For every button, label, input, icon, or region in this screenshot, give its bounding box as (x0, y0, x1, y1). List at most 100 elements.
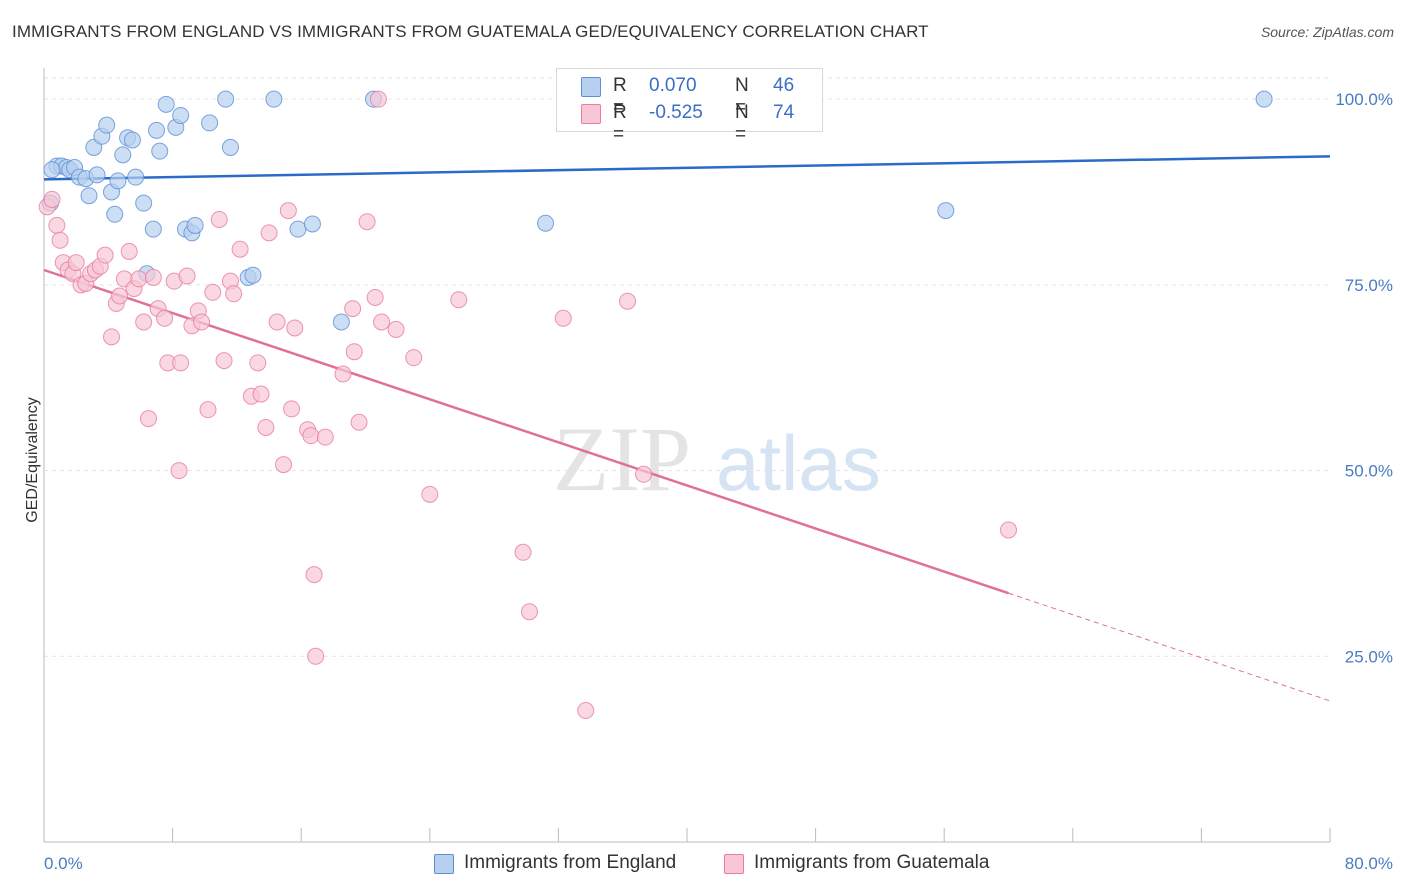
point-england-35 (244, 266, 262, 284)
point-guatemala-72 (635, 465, 653, 483)
point-england-22 (144, 220, 162, 238)
point-guatemala-49 (283, 400, 301, 418)
point-guatemala-42 (249, 354, 267, 372)
point-guatemala-70 (577, 702, 595, 720)
trend-line-england (43, 155, 1331, 181)
legend-n-label: N = (735, 102, 749, 145)
point-guatemala-37 (215, 352, 233, 370)
legend-n-label: N = (735, 75, 749, 118)
point-england-39 (332, 313, 350, 331)
point-guatemala-55 (316, 428, 334, 446)
point-england-25 (157, 95, 175, 113)
point-guatemala-63 (387, 320, 405, 338)
point-guatemala-73 (1000, 521, 1017, 539)
point-guatemala-65 (421, 485, 439, 503)
point-guatemala-67 (514, 543, 532, 561)
point-guatemala-36 (210, 210, 228, 228)
chart-source: Source: ZipAtlas.com (1260, 24, 1394, 40)
point-guatemala-68 (520, 603, 538, 621)
point-england-45 (43, 161, 61, 179)
y-tick-label-25: 25.0% (1345, 647, 1393, 666)
gridlines (44, 77, 1330, 657)
point-guatemala-1 (43, 190, 61, 208)
point-england-24 (151, 142, 169, 160)
point-guatemala-62 (373, 313, 391, 331)
point-guatemala-28 (172, 354, 190, 372)
point-guatemala-69 (554, 309, 572, 327)
point-england-30 (186, 216, 204, 234)
watermark-atlas: atlas (716, 419, 881, 507)
data-points (38, 90, 1273, 720)
point-guatemala-45 (260, 224, 278, 242)
point-england-15 (109, 172, 127, 190)
point-guatemala-57 (344, 300, 362, 318)
point-guatemala-29 (170, 462, 188, 480)
point-guatemala-23 (144, 268, 162, 286)
point-guatemala-43 (252, 385, 270, 403)
y-axis-label: GED/Equivalency (24, 397, 41, 522)
bottom-legend-swatch-england (434, 854, 454, 874)
point-england-20 (135, 194, 153, 212)
point-guatemala-21 (135, 313, 153, 331)
point-guatemala-25 (156, 309, 174, 327)
point-england-16 (114, 146, 132, 164)
point-guatemala-18 (120, 242, 138, 260)
point-england-32 (217, 90, 235, 108)
chart-title: IMMIGRANTS FROM ENGLAND VS IMMIGRANTS FR… (12, 22, 929, 41)
point-england-41 (537, 214, 555, 232)
point-england-38 (303, 215, 321, 233)
point-guatemala-3 (51, 231, 69, 249)
point-guatemala-74 (369, 90, 387, 108)
point-guatemala-34 (199, 401, 217, 419)
point-guatemala-53 (305, 566, 323, 584)
y-tick-label-50: 50.0% (1345, 462, 1393, 481)
trend-line-guatemala-extension (1008, 592, 1331, 702)
point-guatemala-16 (111, 287, 129, 305)
point-guatemala-66 (450, 291, 468, 309)
y-tick-label-75: 75.0% (1345, 276, 1393, 295)
point-england-10 (88, 166, 106, 184)
x-tick-label-min: 0.0% (44, 854, 83, 873)
bottom-legend-label-england: Immigrants from England (464, 852, 677, 873)
point-england-18 (123, 131, 141, 149)
point-guatemala-14 (103, 328, 121, 346)
stats-legend: R = 0.070 N = 46 R = -0.525 N = 74 (556, 68, 823, 145)
x-tick-label-max: 80.0% (1345, 854, 1393, 873)
point-guatemala-61 (366, 288, 384, 306)
legend-r-label: R = (613, 102, 627, 145)
point-england-8 (80, 187, 98, 205)
point-guatemala-60 (358, 213, 376, 231)
point-england-12 (98, 116, 116, 134)
point-guatemala-48 (279, 202, 297, 220)
point-guatemala-22 (139, 410, 157, 428)
point-guatemala-20 (130, 270, 148, 288)
point-england-14 (106, 205, 124, 223)
legend-swatch-england (581, 77, 601, 97)
y-tick-label-100: 100.0% (1335, 90, 1393, 109)
point-england-44 (1255, 90, 1273, 108)
point-england-37 (289, 220, 307, 238)
point-guatemala-30 (178, 267, 196, 285)
point-guatemala-56 (334, 365, 352, 383)
point-england-19 (127, 168, 145, 186)
point-guatemala-40 (231, 240, 249, 258)
tick-labels: 25.0% 50.0% 75.0% 100.0% 0.0% 80.0% (44, 90, 1393, 873)
legend-r-value-guatemala: -0.525 (649, 102, 703, 123)
legend-swatch-guatemala (581, 104, 601, 124)
point-england-27 (172, 106, 190, 124)
point-england-36 (265, 90, 283, 108)
legend-n-value-england: 46 (773, 75, 795, 96)
point-guatemala-46 (268, 313, 286, 331)
point-guatemala-54 (307, 647, 325, 665)
point-guatemala-47 (275, 456, 293, 474)
legend-r-label: R = (613, 75, 627, 118)
point-england-23 (148, 121, 166, 139)
point-guatemala-39 (225, 285, 243, 303)
watermark: ZIP atlas (553, 408, 881, 510)
point-guatemala-35 (204, 283, 222, 301)
bottom-legend-swatch-guatemala (724, 854, 744, 874)
point-guatemala-58 (345, 343, 363, 361)
point-guatemala-52 (302, 427, 320, 445)
point-guatemala-59 (350, 413, 368, 431)
